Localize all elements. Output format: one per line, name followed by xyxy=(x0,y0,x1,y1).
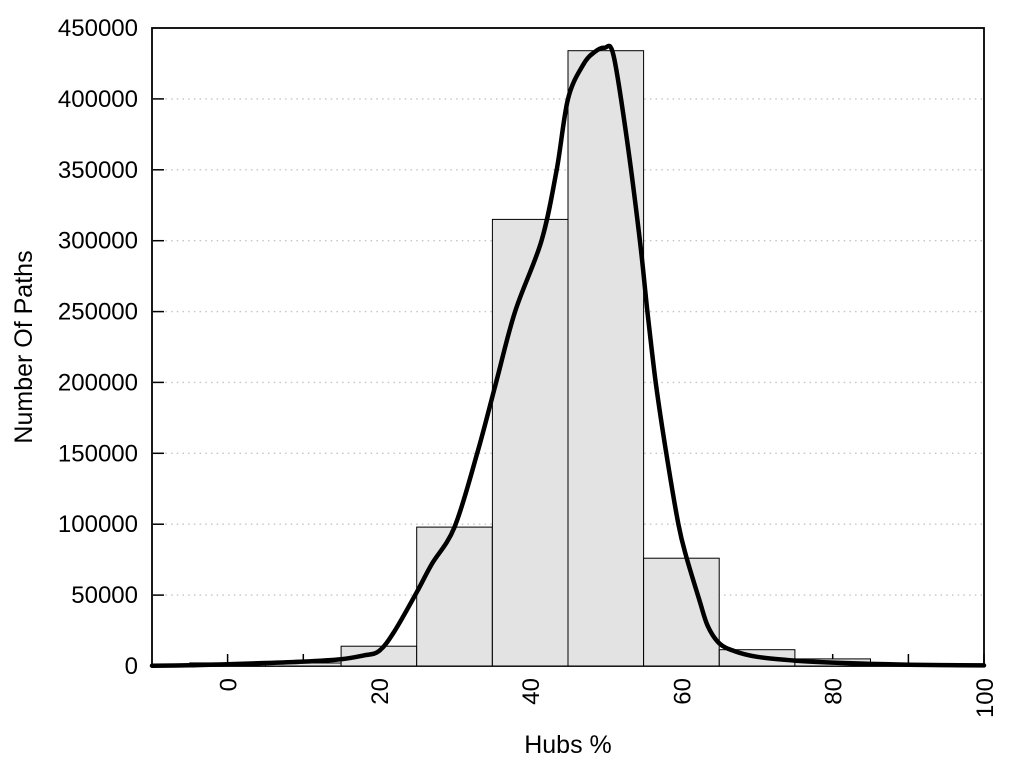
y-tick-label: 300000 xyxy=(58,228,138,255)
y-tick-label: 450000 xyxy=(58,15,138,42)
y-tick-label: 350000 xyxy=(58,157,138,184)
x-tick-label: 100 xyxy=(972,678,999,718)
x-tick-label: 40 xyxy=(518,678,545,705)
x-tick-label: 0 xyxy=(216,678,243,691)
x-tick-label: 20 xyxy=(367,678,394,705)
histogram-bar xyxy=(491,218,569,667)
y-tick-label: 50000 xyxy=(71,582,138,609)
x-axis-title: Hubs % xyxy=(524,731,612,759)
y-tick-label: 250000 xyxy=(58,299,138,326)
smoothed-curve xyxy=(149,43,987,668)
x-tick-label: 60 xyxy=(670,678,697,705)
y-tick-label: 200000 xyxy=(58,369,138,396)
density-curve xyxy=(149,43,987,668)
y-tick-label: 150000 xyxy=(58,440,138,467)
x-tick-label: 80 xyxy=(821,678,848,705)
histogram-bars xyxy=(189,50,947,667)
y-tick-label: 0 xyxy=(125,653,138,680)
tick-labels: 0 50000 100000 150000 200000 250000 300000 3500… xyxy=(58,15,999,718)
histogram-bar xyxy=(643,557,720,667)
y-tick-label: 100000 xyxy=(58,511,138,538)
gridlines xyxy=(154,98,982,596)
y-tick-label: 400000 xyxy=(58,86,138,113)
histogram-bar xyxy=(416,526,493,667)
histogram-bar xyxy=(567,50,645,667)
y-axis-title: Number Of Paths xyxy=(10,250,38,443)
